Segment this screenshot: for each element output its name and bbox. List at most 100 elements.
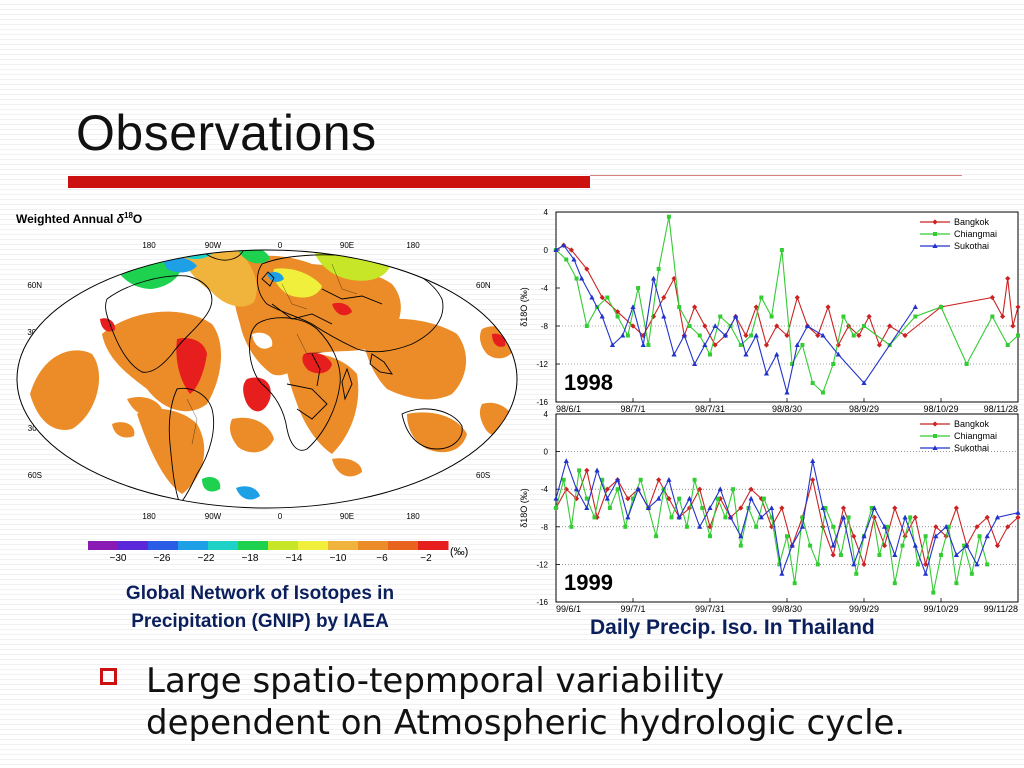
map-caption-line2: Precipitation (GNIP) by IAEA: [131, 611, 389, 632]
data-point: [769, 314, 774, 319]
data-point: [784, 332, 790, 339]
data-point: [749, 333, 754, 338]
legend-label: Sukothai: [954, 443, 989, 453]
data-point: [600, 477, 605, 482]
data-point: [1016, 333, 1020, 338]
x-tick-label: 99/7/31: [695, 604, 725, 614]
data-point: [800, 515, 805, 520]
data-point: [881, 543, 888, 549]
data-point: [939, 305, 943, 309]
data-point: [708, 352, 712, 357]
data-point: [902, 332, 908, 339]
data-point: [800, 343, 805, 347]
data-point: [650, 275, 657, 281]
data-point: [615, 487, 620, 492]
data-point: [861, 533, 867, 539]
bullet-line2: dependent on Atmospheric hydrologic cycl…: [146, 703, 906, 743]
lon-label-bottom: 90W: [205, 512, 222, 521]
data-point: [592, 515, 597, 520]
colorbar-tick-label: −14: [286, 553, 303, 564]
y-tick-label: 0: [544, 246, 549, 255]
data-point: [851, 533, 857, 539]
colorbar-tick-labels: −30 −26 −22 −18 −14 −10 −6 −2: [110, 553, 433, 564]
data-point: [561, 477, 566, 482]
data-point: [885, 524, 890, 529]
data-point: [708, 534, 712, 539]
lat-label-left: 30S: [28, 424, 42, 433]
data-point: [830, 542, 836, 548]
data-point: [820, 390, 825, 395]
y-axis-label: δ18O (‰): [519, 287, 529, 327]
data-point: [731, 487, 736, 492]
data-point: [669, 515, 674, 520]
data-point: [676, 514, 682, 520]
isotope-field: [30, 250, 517, 500]
data-point: [994, 514, 1001, 520]
data-point: [677, 305, 682, 309]
colorbar-swatch: [148, 541, 179, 550]
data-point: [779, 571, 785, 576]
bullet-text: Large spatio-tepmporal variability depen…: [146, 660, 1006, 744]
data-point: [1015, 304, 1021, 310]
data-point: [1000, 313, 1006, 320]
x-tick-label: 99/11/28: [984, 604, 1018, 614]
x-tick-label: 98/8/30: [772, 404, 802, 414]
data-point: [584, 496, 589, 501]
data-point: [933, 533, 939, 539]
data-point: [861, 380, 867, 385]
data-point: [815, 332, 821, 339]
data-point: [804, 323, 811, 328]
data-point: [692, 361, 698, 366]
data-point: [702, 342, 708, 347]
series-sukothai: [553, 242, 918, 395]
data-point: [599, 294, 605, 301]
series-sukothai: [553, 458, 1021, 576]
data-point: [571, 256, 577, 262]
data-point: [794, 342, 800, 347]
data-point: [974, 524, 980, 530]
year-label: 1999: [564, 570, 613, 595]
data-point: [684, 524, 689, 529]
data-point: [625, 514, 631, 520]
data-point: [994, 543, 1001, 549]
data-point: [912, 304, 918, 309]
year-label-bg: [558, 566, 630, 596]
data-point: [840, 514, 847, 520]
data-point: [838, 553, 843, 557]
colorbar-swatch: [418, 541, 449, 550]
data-point: [692, 304, 698, 310]
data-point: [569, 524, 574, 529]
data-point: [692, 477, 697, 482]
data-point: [931, 590, 936, 595]
data-point: [825, 304, 831, 310]
data-point: [841, 314, 846, 319]
x-tick-label: 98/11/28: [984, 404, 1018, 414]
colorbar-tick-label: −10: [330, 553, 347, 564]
borders: [186, 263, 358, 445]
map-caption: Global Network of Isotopes in Precipitat…: [70, 580, 450, 636]
data-point: [666, 214, 671, 219]
data-point: [722, 332, 728, 338]
data-point: [989, 294, 995, 301]
timeseries-caption: Daily Precip. Iso. In Thailand: [590, 616, 875, 639]
data-point: [599, 313, 605, 319]
data-point: [962, 543, 967, 548]
data-point: [990, 314, 995, 319]
legend-marker: [932, 219, 938, 225]
lon-label-top: 0: [278, 241, 283, 250]
y-tick-label: -8: [541, 523, 549, 532]
legend-marker: [932, 421, 938, 427]
data-point: [715, 496, 720, 501]
data-point: [939, 553, 943, 557]
data-point: [856, 332, 862, 339]
colorbar: [88, 541, 449, 550]
data-point: [707, 505, 713, 510]
data-point: [943, 524, 949, 529]
data-point: [681, 332, 687, 338]
legend-marker: [932, 445, 938, 450]
map-body: [17, 250, 517, 508]
data-point: [915, 562, 920, 567]
data-point: [977, 534, 982, 539]
data-point: [656, 495, 662, 501]
data-point: [810, 477, 816, 483]
